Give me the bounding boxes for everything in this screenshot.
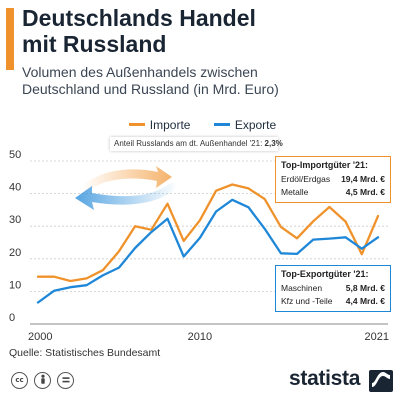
top-export-row: Kfz und -Teile 4,4 Mrd. € [281, 295, 385, 308]
creative-commons-icon[interactable]: cc [11, 372, 28, 389]
import-arrow-icon [82, 166, 172, 192]
legend-item-exporte: Exporte [213, 118, 277, 132]
x-tick-label: 2000 [28, 331, 52, 343]
title-accent-bar [6, 8, 14, 70]
top-import-row: Erdöl/Erdgas 19,4 Mrd. € [281, 173, 385, 186]
legend-swatch-importe [128, 123, 145, 127]
export-arrow-icon [75, 182, 178, 210]
attribution-icon[interactable] [34, 372, 51, 389]
share-note: Anteil Russlands am dt. Außenhandel '21:… [110, 137, 283, 151]
top-import-label: Erdöl/Erdgas [281, 174, 331, 184]
top-export-label: Kfz und -Teile [281, 296, 333, 306]
y-tick-label: 30 [9, 214, 21, 226]
page-subtitle: Volumen des Außenhandels zwischen Deutsc… [22, 64, 279, 97]
y-tick-label: 10 [9, 279, 21, 291]
legend-label-exporte: Exporte [234, 118, 277, 132]
share-note-label: Anteil Russlands am dt. Außenhandel '21: [114, 139, 263, 148]
top-export-value: 4,4 Mrd. € [345, 296, 385, 306]
top-export-row: Maschinen 5,8 Mrd. € [281, 282, 385, 295]
x-tick-label: 2021 [365, 331, 389, 343]
top-export-value: 5,8 Mrd. € [345, 283, 385, 293]
top-export-label: Maschinen [281, 283, 323, 293]
share-note-value: 2,3% [264, 139, 283, 148]
chart-legend: Importe Exporte [0, 118, 405, 132]
top-export-title: Top-Exportgüter '21: [281, 269, 369, 279]
legend-swatch-exporte [213, 123, 230, 127]
top-import-value: 19,4 Mrd. € [341, 174, 385, 184]
legend-item-importe: Importe [128, 118, 191, 132]
y-tick-label: 50 [9, 149, 21, 161]
legend-label-importe: Importe [149, 118, 191, 132]
top-import-label: Metalle [281, 187, 309, 197]
statista-logo-icon[interactable] [369, 370, 393, 392]
no-derivatives-icon[interactable] [57, 372, 74, 389]
top-export-box: Top-Exportgüter '21: Maschinen 5,8 Mrd. €… [275, 265, 391, 312]
y-tick-label: 20 [9, 247, 21, 259]
page-title: Deutschlands Handel mit Russland [22, 5, 256, 57]
source-label: Quelle: Statistisches Bundesamt [9, 347, 161, 359]
series-line-importe [36, 183, 380, 283]
top-import-title: Top-Importgüter '21: [281, 160, 368, 170]
series-line-exporte [36, 198, 380, 304]
top-import-value: 4,5 Mrd. € [345, 187, 385, 197]
y-tick-label: 0 [9, 312, 15, 324]
top-import-box: Top-Importgüter '21: Erdöl/Erdgas 19,4 Mr… [275, 156, 391, 203]
x-tick-label: 2010 [188, 331, 212, 343]
license-icons: cc [11, 372, 74, 389]
top-import-row: Metalle 4,5 Mrd. € [281, 186, 385, 199]
statista-logo-text[interactable]: statista [289, 367, 361, 390]
y-tick-label: 40 [9, 182, 21, 194]
